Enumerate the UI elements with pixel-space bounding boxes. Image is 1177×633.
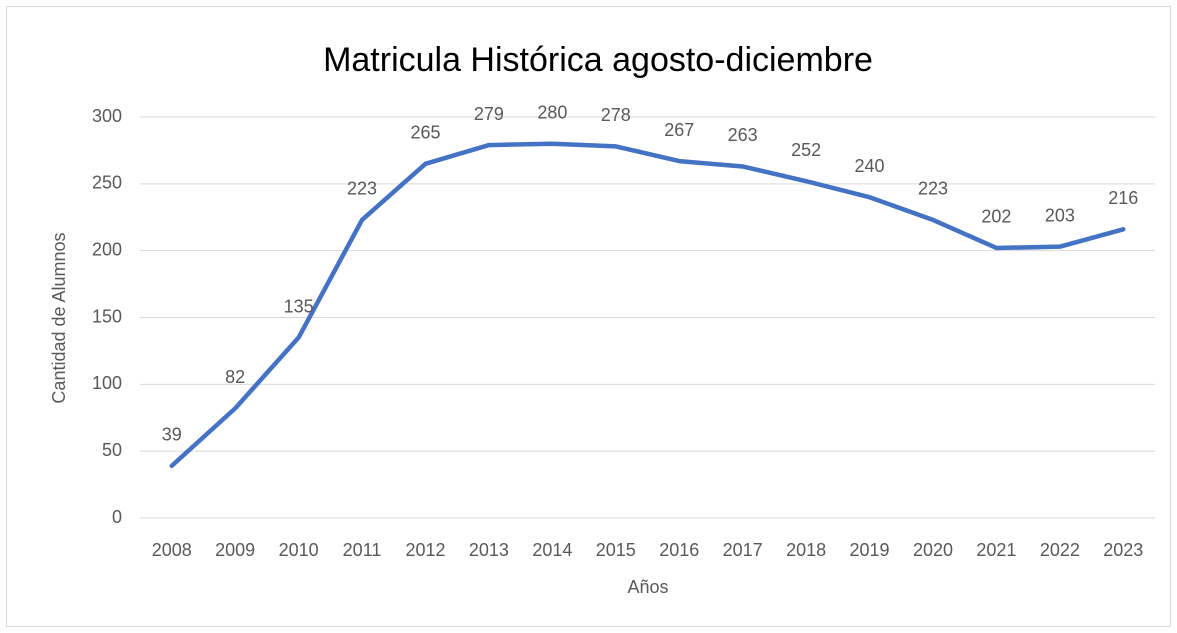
x-tick-label: 2013: [469, 540, 509, 560]
chart-title: Matricula Histórica agosto-diciembre: [323, 41, 873, 79]
x-tick-label: 2008: [152, 540, 192, 560]
y-tick-label: 0: [112, 507, 122, 527]
x-tick-label: 2023: [1103, 540, 1143, 560]
y-tick-label: 200: [92, 239, 122, 259]
data-label: 223: [347, 179, 377, 199]
y-tick-label: 250: [92, 173, 122, 193]
data-label: 39: [162, 425, 182, 445]
x-tick-label: 2017: [723, 540, 763, 560]
data-label: 135: [284, 296, 314, 316]
data-label: 279: [474, 104, 504, 124]
data-label: 223: [918, 179, 948, 199]
x-tick-label: 2021: [976, 540, 1016, 560]
data-label: 280: [537, 102, 567, 122]
x-tick-label: 2015: [596, 540, 636, 560]
y-tick-label: 150: [92, 306, 122, 326]
x-tick-label: 2020: [913, 540, 953, 560]
data-label: 278: [601, 105, 631, 125]
data-label: 202: [981, 207, 1011, 227]
y-tick-label: 300: [92, 106, 122, 126]
y-tick-label: 100: [92, 373, 122, 393]
x-tick-label: 2010: [279, 540, 319, 560]
x-tick-label: 2012: [405, 540, 445, 560]
x-axis-label: Años: [627, 577, 668, 597]
data-label: 265: [410, 123, 440, 143]
data-label: 240: [855, 156, 885, 176]
data-label: 82: [225, 367, 245, 387]
y-axis-label: Cantidad de Alumnos: [49, 232, 69, 403]
chart-frame: [6, 6, 1171, 627]
data-label: 216: [1108, 188, 1138, 208]
x-tick-label: 2019: [850, 540, 890, 560]
data-label: 252: [791, 140, 821, 160]
data-line: [169, 141, 1126, 469]
data-label: 263: [728, 125, 758, 145]
x-tick-label: 2011: [343, 540, 382, 560]
x-tick-label: 2009: [215, 540, 255, 560]
x-tick-label: 2022: [1040, 540, 1080, 560]
x-tick-label: 2014: [532, 540, 572, 560]
data-label: 203: [1045, 205, 1075, 225]
x-tick-label: 2018: [786, 540, 826, 560]
data-label: 267: [664, 120, 694, 140]
y-tick-label: 50: [102, 440, 122, 460]
x-tick-label: 2016: [659, 540, 699, 560]
